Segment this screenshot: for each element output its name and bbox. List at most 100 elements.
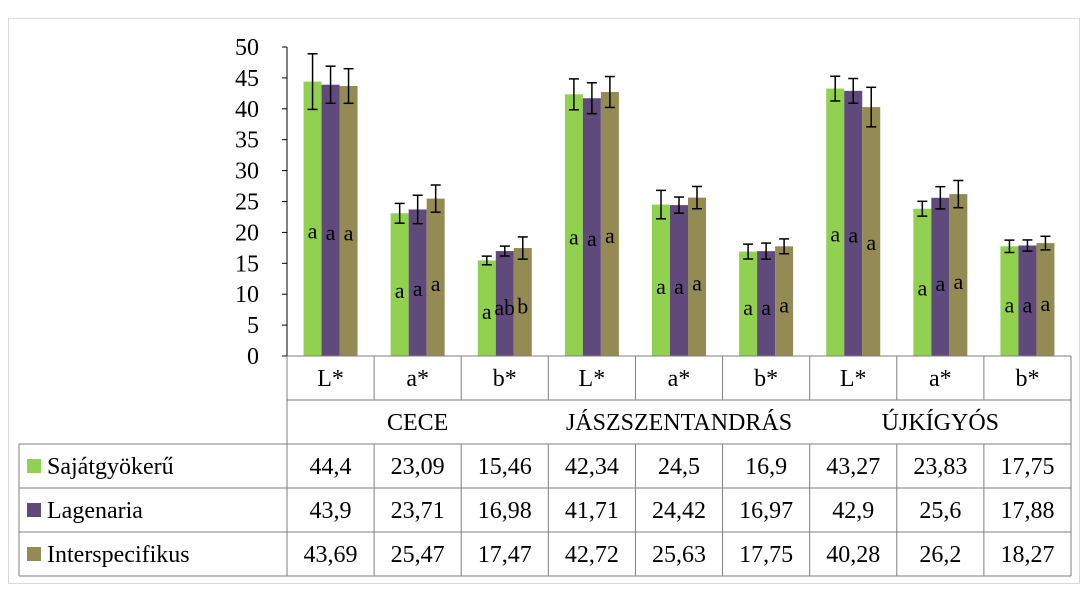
significance-letter: a	[917, 276, 927, 301]
table-value: 41,71	[565, 498, 619, 524]
table-value: 17,88	[1000, 498, 1054, 524]
significance-letter: a	[692, 271, 702, 296]
y-tick-label: 45	[235, 66, 259, 92]
table-value: 16,98	[478, 498, 532, 524]
bar	[826, 88, 845, 356]
significance-letter: a	[848, 223, 858, 248]
bar	[339, 85, 358, 357]
bar	[931, 197, 950, 356]
significance-letter: a	[935, 271, 945, 296]
table-value: 16,97	[739, 498, 793, 524]
bar	[600, 91, 619, 356]
table-value: 42,9	[832, 498, 874, 524]
significance-letter: a	[605, 223, 615, 248]
legend-swatch	[27, 547, 41, 561]
table-value: 43,69	[304, 542, 358, 568]
significance-letter: a	[761, 295, 771, 320]
table-value: 18,27	[1000, 542, 1054, 568]
y-tick-label: 15	[235, 251, 259, 277]
significance-letter: a	[587, 226, 597, 251]
x-group-label: JÁSZSZENTANDRÁS	[566, 410, 792, 436]
table-value: 40,28	[826, 542, 880, 568]
y-tick-label: 5	[247, 313, 259, 339]
table-value: 43,9	[310, 498, 352, 524]
x-category-label: L*	[579, 366, 606, 392]
legend-swatch	[27, 503, 41, 517]
y-tick-label: 50	[235, 35, 259, 61]
bar	[1018, 245, 1037, 356]
bar	[949, 194, 968, 356]
bar	[495, 251, 514, 356]
x-group-label: CECE	[387, 410, 448, 436]
y-tick-label: 35	[235, 128, 259, 154]
table-value: 42,72	[565, 542, 619, 568]
significance-letter: a	[1023, 292, 1033, 317]
significance-letter: a	[1005, 293, 1015, 318]
significance-letter: a	[308, 219, 318, 244]
bar	[408, 209, 427, 356]
x-category-label: b*	[1015, 366, 1039, 392]
table-value: 24,42	[652, 498, 706, 524]
legend-swatch	[27, 459, 41, 473]
chart-frame: 0 5 10 15 20 25 30 35 40 45 50 a a a a a a a a a a a ab a a a a a a a…	[8, 18, 1080, 584]
table-value: 42,34	[565, 454, 619, 480]
bar	[739, 251, 758, 356]
significance-letter: a	[413, 276, 423, 301]
significance-letter: a	[1041, 291, 1051, 316]
table-value: 25,63	[652, 542, 706, 568]
significance-letter: a	[779, 293, 789, 318]
table-value: 43,27	[826, 454, 880, 480]
bar	[321, 84, 340, 356]
significance-letter: a	[743, 295, 753, 320]
x-category-label: L*	[840, 366, 867, 392]
bar	[775, 246, 794, 356]
bar	[652, 204, 670, 356]
bar	[582, 98, 601, 356]
table-value: 15,46	[478, 454, 532, 480]
bar	[564, 94, 583, 356]
y-tick-label: 20	[235, 220, 259, 246]
bar	[1036, 243, 1055, 356]
significance-letter: a	[326, 220, 336, 245]
table-value: 25,6	[919, 498, 961, 524]
bar	[426, 198, 445, 356]
bar	[1000, 246, 1019, 356]
bar	[390, 213, 409, 356]
significance-letter: a	[656, 274, 666, 299]
x-category-label: a*	[668, 366, 691, 392]
table-value: 44,4	[310, 454, 352, 480]
bar	[862, 107, 881, 356]
significance-letter: a	[674, 274, 684, 299]
significance-letter: a	[866, 230, 876, 255]
table-value: 16,9	[745, 454, 787, 480]
table-value: 25,47	[391, 542, 445, 568]
table-value: 17,47	[478, 542, 532, 568]
bar-chart: 05101520253035404550aaaaaaaaaaaabaaaaaaa…	[18, 35, 1072, 577]
significance-letter: b	[517, 293, 528, 318]
table-value: 17,75	[739, 542, 793, 568]
bar	[913, 208, 932, 356]
table-value: 24,5	[658, 454, 700, 480]
significance-letter: a	[830, 222, 840, 247]
significance-letter: a	[344, 220, 354, 245]
y-tick-label: 0	[247, 344, 259, 370]
significance-letter: a	[953, 269, 963, 294]
y-tick-label: 10	[235, 282, 259, 308]
table-value: 23,83	[913, 454, 967, 480]
legend-label: Sajátgyökerű	[47, 454, 174, 480]
table-value: 23,09	[391, 454, 445, 480]
bar	[303, 81, 322, 356]
table-value: 26,2	[919, 542, 961, 568]
y-tick-label: 30	[235, 159, 259, 185]
y-tick-label: 25	[235, 190, 259, 216]
x-category-label: a*	[406, 366, 429, 392]
bar	[513, 248, 532, 356]
table-value: 17,75	[1000, 454, 1054, 480]
significance-letter: a	[395, 278, 405, 303]
significance-letter: a	[431, 271, 441, 296]
x-category-label: L*	[317, 366, 344, 392]
table-value: 23,71	[391, 498, 445, 524]
significance-letter: a	[569, 224, 579, 249]
legend-label: Lagenaria	[47, 498, 143, 524]
bar	[670, 205, 688, 356]
